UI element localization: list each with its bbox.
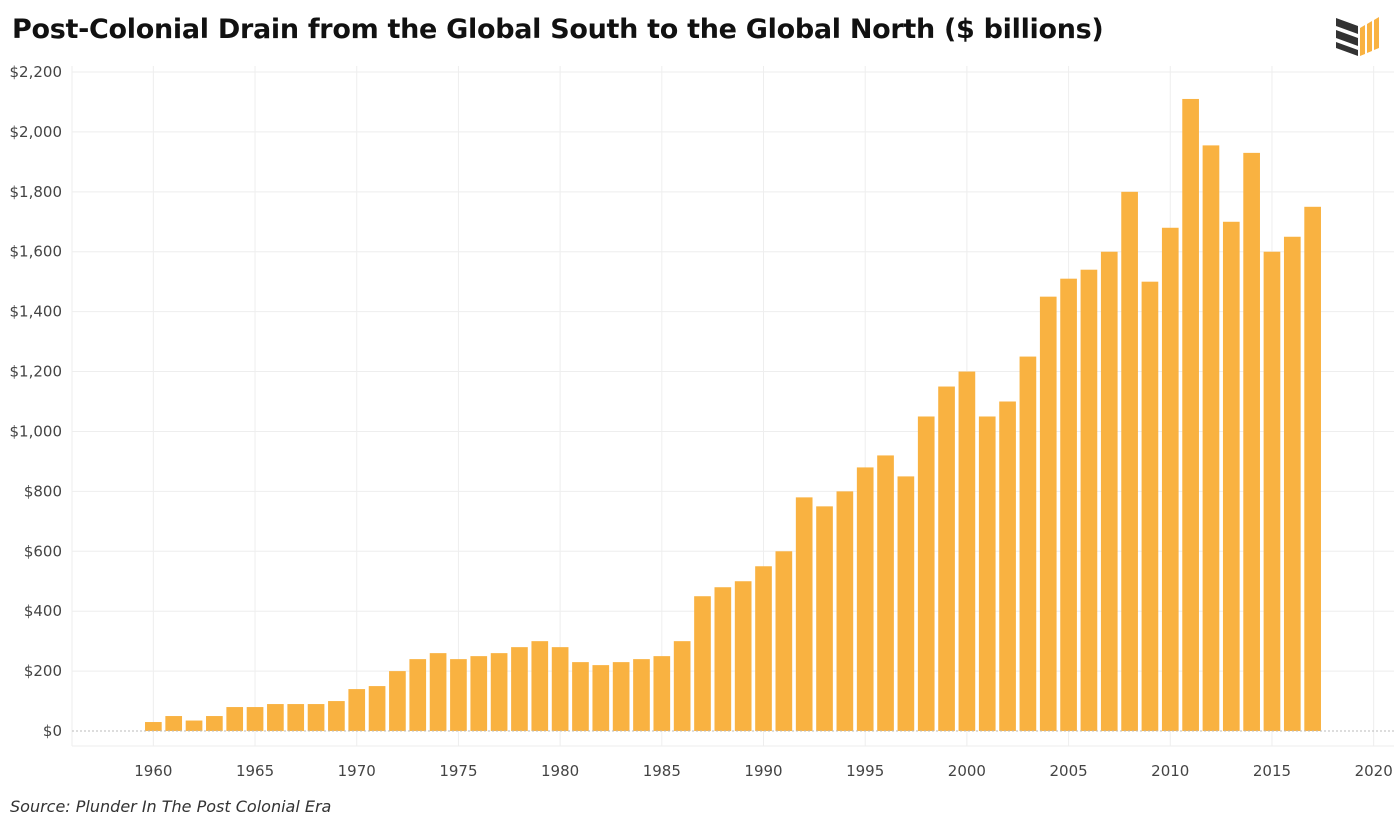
bar xyxy=(938,386,955,732)
bar xyxy=(1182,98,1199,732)
bar xyxy=(1222,221,1240,732)
bar xyxy=(958,371,976,732)
bar xyxy=(328,701,345,732)
bar xyxy=(1263,251,1281,732)
bar xyxy=(429,653,447,732)
bar xyxy=(287,704,305,732)
bar-stack-logo-icon xyxy=(1336,17,1379,56)
bar xyxy=(694,596,711,732)
x-tick-label: 1975 xyxy=(439,762,477,780)
bar xyxy=(1161,227,1179,732)
bar xyxy=(856,467,874,732)
bar xyxy=(897,476,915,732)
bar xyxy=(999,401,1016,732)
x-tick-label: 2020 xyxy=(1355,762,1393,780)
bar xyxy=(267,704,284,732)
bar xyxy=(1202,145,1220,732)
x-tick-label: 1970 xyxy=(338,762,376,780)
bar xyxy=(592,665,610,732)
y-tick-label: $1,400 xyxy=(10,303,63,321)
y-tick-label: $600 xyxy=(24,542,62,560)
bar xyxy=(572,662,589,732)
bar xyxy=(612,662,630,732)
bar xyxy=(755,566,772,732)
y-tick-label: $1,600 xyxy=(10,243,63,261)
bar xyxy=(714,587,732,732)
bar xyxy=(246,707,264,732)
x-tick-label: 1965 xyxy=(236,762,274,780)
bar xyxy=(1019,356,1037,732)
bar xyxy=(470,656,488,732)
x-tick-label: 2010 xyxy=(1151,762,1189,780)
bar xyxy=(1283,236,1301,732)
source-note: Source: Plunder In The Post Colonial Era xyxy=(10,797,332,816)
y-tick-label: $1,200 xyxy=(10,363,63,381)
bar xyxy=(531,641,549,732)
bar xyxy=(836,491,854,732)
bar xyxy=(795,497,813,732)
x-tick-label: 1990 xyxy=(744,762,782,780)
bar xyxy=(816,506,833,732)
bar xyxy=(226,707,244,732)
y-tick-label: $1,000 xyxy=(10,422,63,440)
x-tick-label: 2000 xyxy=(948,762,986,780)
x-tick-label: 1980 xyxy=(541,762,579,780)
bar xyxy=(633,659,650,732)
bar xyxy=(1121,191,1138,732)
bar-chart: $0 $200 $400 $600 $800 $1,000 $1,200 $1,400 $1,6… xyxy=(10,63,1394,780)
bar xyxy=(978,416,996,732)
bar xyxy=(490,653,508,732)
bar xyxy=(409,659,427,732)
bars xyxy=(145,98,1321,732)
bar xyxy=(206,716,223,732)
bar xyxy=(1243,152,1260,732)
x-tick-label: 1960 xyxy=(134,762,172,780)
bar xyxy=(511,647,528,732)
bar xyxy=(1304,206,1321,732)
bar xyxy=(368,686,386,732)
bar xyxy=(673,641,691,732)
bar xyxy=(1080,269,1098,732)
bar xyxy=(1141,281,1159,732)
bar xyxy=(653,656,671,732)
bar xyxy=(551,647,569,732)
y-tick-label: $800 xyxy=(24,482,62,500)
y-tick-label: $1,800 xyxy=(10,183,63,201)
y-tick-label: $200 xyxy=(24,662,62,680)
bar xyxy=(348,689,366,732)
bar xyxy=(185,720,203,732)
bar xyxy=(1100,251,1118,732)
x-tick-label: 2005 xyxy=(1049,762,1087,780)
y-tick-label: $2,000 xyxy=(10,123,63,141)
bar xyxy=(145,722,162,732)
y-tick-label: $400 xyxy=(24,602,62,620)
bar xyxy=(307,704,325,732)
bar xyxy=(450,659,467,732)
chart-title: Post-Colonial Drain from the Global Sout… xyxy=(12,14,1104,45)
bar xyxy=(389,671,406,732)
axes: $0 $200 $400 $600 $800 $1,000 $1,200 $1,400 $1,6… xyxy=(10,63,1394,780)
bar xyxy=(734,581,752,732)
bar xyxy=(917,416,935,732)
bar xyxy=(165,716,183,732)
x-tick-label: 1985 xyxy=(643,762,681,780)
bar xyxy=(1039,296,1057,732)
x-tick-label: 2015 xyxy=(1253,762,1291,780)
bar xyxy=(877,455,894,732)
y-tick-label: $2,200 xyxy=(10,63,63,81)
bar xyxy=(775,551,793,732)
x-tick-label: 1995 xyxy=(846,762,884,780)
bar xyxy=(1060,278,1077,732)
y-tick-label: $0 xyxy=(43,722,62,740)
